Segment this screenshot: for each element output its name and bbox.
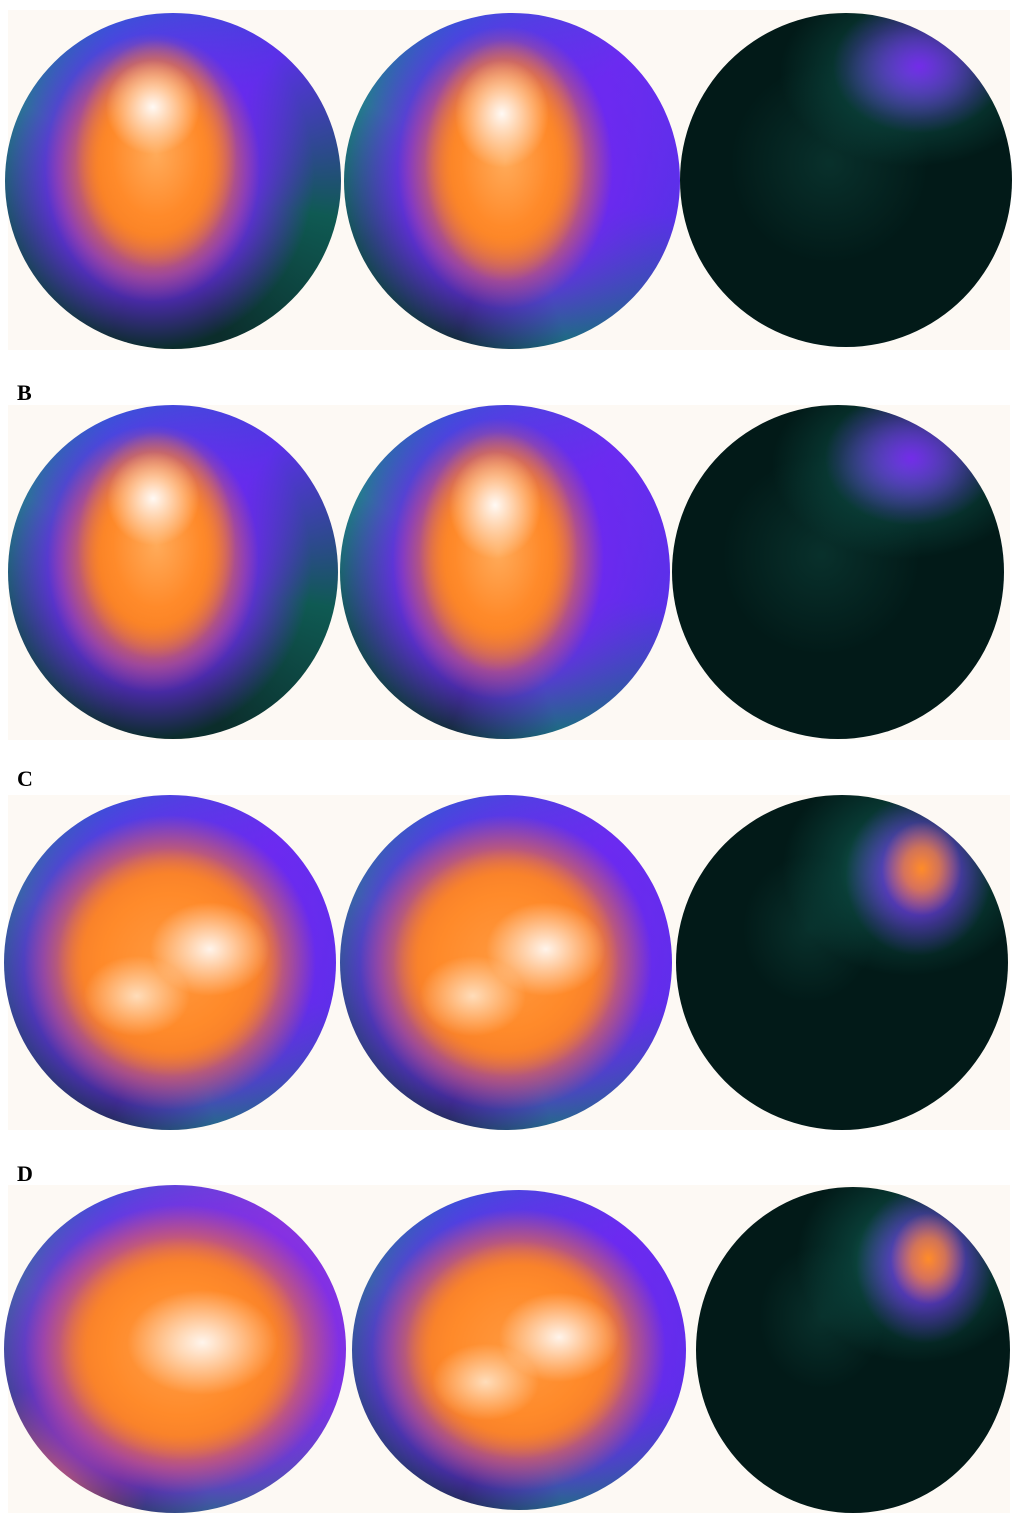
polar-map-d-2 [352, 1190, 686, 1510]
panel-label-d: D [17, 1161, 33, 1186]
polar-map-a-2 [344, 13, 680, 349]
polar-map-b-1 [8, 405, 338, 739]
panel-label-c: C [17, 766, 33, 791]
polar-map-c-1 [4, 795, 336, 1130]
polar-map-d-3 [696, 1187, 1010, 1513]
polar-map-c-3 [676, 795, 1008, 1130]
panel-label-b: B [17, 380, 32, 405]
polar-map-a-1 [5, 13, 341, 349]
polar-map-b-2 [340, 405, 670, 739]
polar-map-b-3 [672, 405, 1004, 739]
polar-map-a-3 [680, 13, 1012, 347]
polar-map-c-2 [340, 795, 672, 1130]
polar-map-d-1 [4, 1185, 346, 1513]
